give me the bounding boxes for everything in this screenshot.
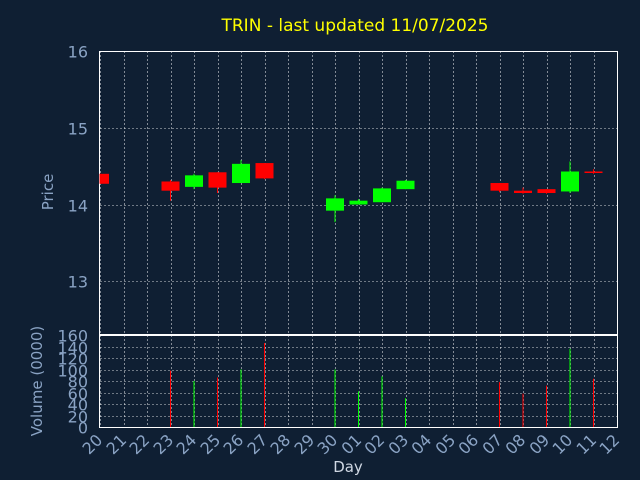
candle-body	[185, 175, 203, 187]
volume-y-tick-label: 160	[57, 327, 88, 346]
x-tick-labels: 2021222324252627282930010203040506070809…	[78, 430, 623, 458]
volume-y-tick-label: 100	[57, 362, 88, 381]
candle-body	[232, 163, 250, 184]
price-y-tick-label: 14	[68, 197, 88, 216]
x-axis-label: Day	[333, 458, 363, 476]
price-y-tick-labels: 13 14 15 16	[68, 43, 88, 292]
volume-y-tick-label: 60	[68, 385, 88, 404]
volume-bars	[170, 343, 594, 427]
candle-body	[349, 200, 368, 205]
volume-y-tick-label: 80	[68, 373, 88, 392]
candle-body	[326, 198, 344, 211]
candlesticks	[99, 159, 603, 223]
volume-axis-label: Volume (0000)	[28, 326, 46, 436]
price-y-tick-label: 15	[68, 120, 88, 139]
candle-body	[255, 163, 274, 179]
price-axis-label: Price	[39, 174, 57, 211]
volume-y-tick-label: 40	[68, 396, 88, 415]
candle-body	[208, 172, 227, 188]
price-y-tick-label: 16	[68, 43, 88, 62]
candle-body	[584, 171, 603, 174]
price-plot-frame	[99, 51, 618, 335]
chart-title: TRIN - last updated 11/07/2025	[220, 16, 488, 36]
volume-y-tick-label: 120	[57, 350, 88, 369]
volume-y-tick-label: 140	[57, 339, 88, 358]
volume-y-tick-label: 0	[78, 419, 88, 438]
candle-body	[396, 180, 415, 190]
candle-body	[100, 173, 109, 184]
candle-body	[161, 181, 180, 191]
candle-body	[561, 171, 579, 192]
volume-plot-frame	[99, 335, 618, 428]
price-y-tick-label: 13	[68, 273, 88, 292]
candle-body	[373, 188, 391, 203]
volume-y-tick-label: 20	[68, 408, 88, 427]
x-tick-label: 12	[595, 430, 623, 458]
candle-body	[537, 189, 556, 193]
candle-body	[490, 183, 509, 191]
candle-body	[514, 190, 532, 193]
